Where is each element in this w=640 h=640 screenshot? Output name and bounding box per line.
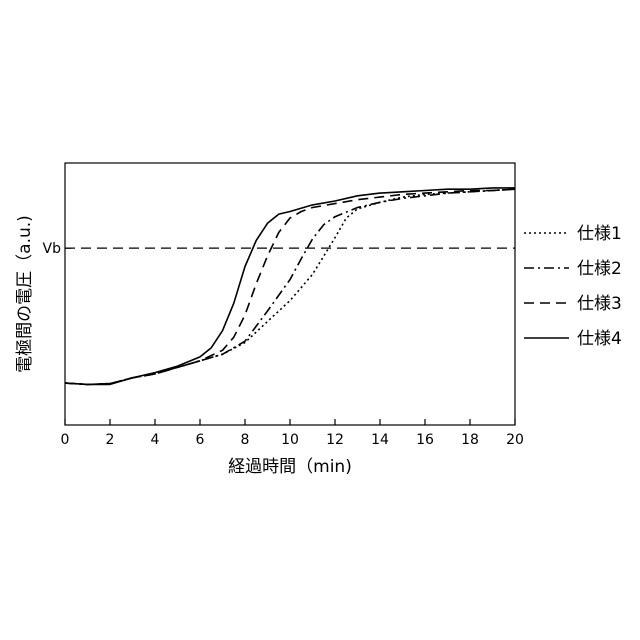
reference-line-group: Vb bbox=[43, 241, 515, 257]
legend-label-4: 仕様4 bbox=[577, 329, 622, 349]
legend-label-1: 仕様1 bbox=[577, 224, 622, 244]
y-axis-label: 電極間の電圧（a.u.) bbox=[15, 215, 35, 373]
series-lines bbox=[65, 188, 515, 385]
x-tick-label: 6 bbox=[196, 432, 205, 448]
reference-label: Vb bbox=[43, 241, 62, 257]
legend-label-2: 仕様2 bbox=[577, 259, 622, 279]
legend: 仕様1 仕様2 仕様3 仕様4 bbox=[524, 224, 622, 349]
x-tick-label: 20 bbox=[506, 432, 524, 448]
plot-frame bbox=[65, 163, 515, 425]
legend-label-3: 仕様3 bbox=[577, 294, 622, 314]
series-line-3 bbox=[65, 189, 515, 384]
x-axis-label: 経過時間（min) bbox=[228, 457, 352, 477]
x-tick-label: 14 bbox=[371, 432, 389, 448]
x-tick-label: 12 bbox=[326, 432, 344, 448]
x-tick-label: 16 bbox=[416, 432, 434, 448]
x-tick-label: 2 bbox=[106, 432, 115, 448]
x-tick-label: 18 bbox=[461, 432, 479, 448]
x-tick-label: 10 bbox=[281, 432, 299, 448]
x-tick-label: 4 bbox=[151, 432, 160, 448]
x-axis-ticks: 0 2 4 6 8 10 12 14 16 18 20 bbox=[61, 419, 524, 448]
x-tick-label: 0 bbox=[61, 432, 70, 448]
x-tick-label: 8 bbox=[241, 432, 250, 448]
